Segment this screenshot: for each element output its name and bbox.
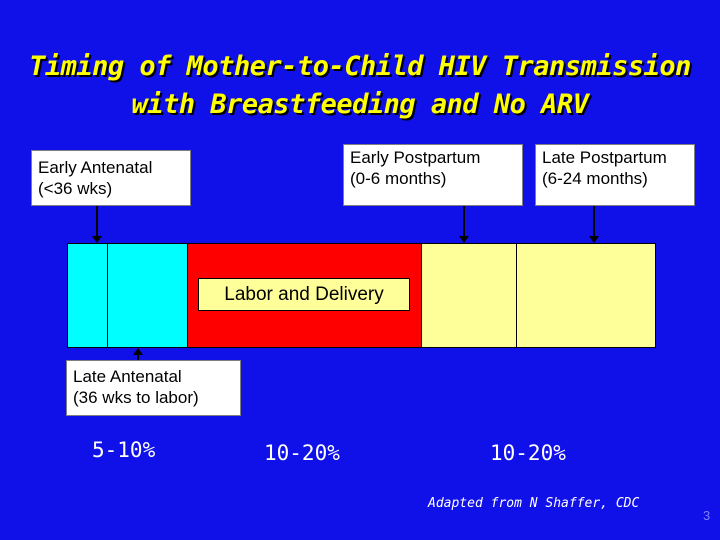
late-postpartum-line-1: Late Postpartum (542, 148, 667, 167)
antenatal-percentage: 5-10% (92, 438, 156, 462)
late-postpartum-arrow-head (589, 236, 599, 243)
source-credit: Adapted from N Shaffer, CDC (428, 496, 640, 511)
early-antenatal-arrow-head (92, 236, 102, 243)
labor-percentage: 10-20% (264, 441, 340, 465)
early-postpartum-arrow-line (463, 206, 465, 236)
title-line-2: with Breastfeeding and No ARV (131, 89, 589, 120)
early-antenatal-line-2: (<36 wks) (38, 179, 113, 198)
late-antenatal-label: Late Antenatal (36 wks to labor) (66, 360, 241, 416)
late-postpartum-label: Late Postpartum (6-24 months) (535, 144, 695, 206)
late-postpartum-arrow-line (593, 206, 595, 236)
late-antenatal-line-2: (36 wks to labor) (73, 388, 199, 407)
early-antenatal-line-1: Early Antenatal (38, 158, 153, 177)
early-postpartum-line-2: (0-6 months) (350, 169, 447, 188)
slide-title: Timing of Mother-to-Child HIV Transmissi… (0, 48, 720, 124)
early-postpartum-arrow-head (459, 236, 469, 243)
early-antenatal-label: Early Antenatal (<36 wks) (31, 150, 191, 206)
labor-delivery-label: Labor and Delivery (198, 278, 410, 311)
late-antenatal-line-1: Late Antenatal (73, 367, 182, 386)
title-line-1: Timing of Mother-to-Child HIV Transmissi… (29, 51, 691, 82)
early-antenatal-arrow-line (96, 206, 98, 236)
timeline-early-postpartum-segment (421, 243, 517, 348)
late-postpartum-line-2: (6-24 months) (542, 169, 648, 188)
late-antenatal-arrow-head (133, 348, 143, 355)
late-antenatal-arrow-line (137, 355, 139, 361)
postpartum-percentage: 10-20% (490, 441, 566, 465)
early-postpartum-label: Early Postpartum (0-6 months) (343, 144, 523, 206)
timeline-late-postpartum-segment (516, 243, 656, 348)
page-number: 3 (703, 508, 711, 523)
early-postpartum-line-1: Early Postpartum (350, 148, 481, 167)
timeline-late-antenatal-segment (107, 243, 188, 348)
timeline-early-antenatal-segment (67, 243, 108, 348)
